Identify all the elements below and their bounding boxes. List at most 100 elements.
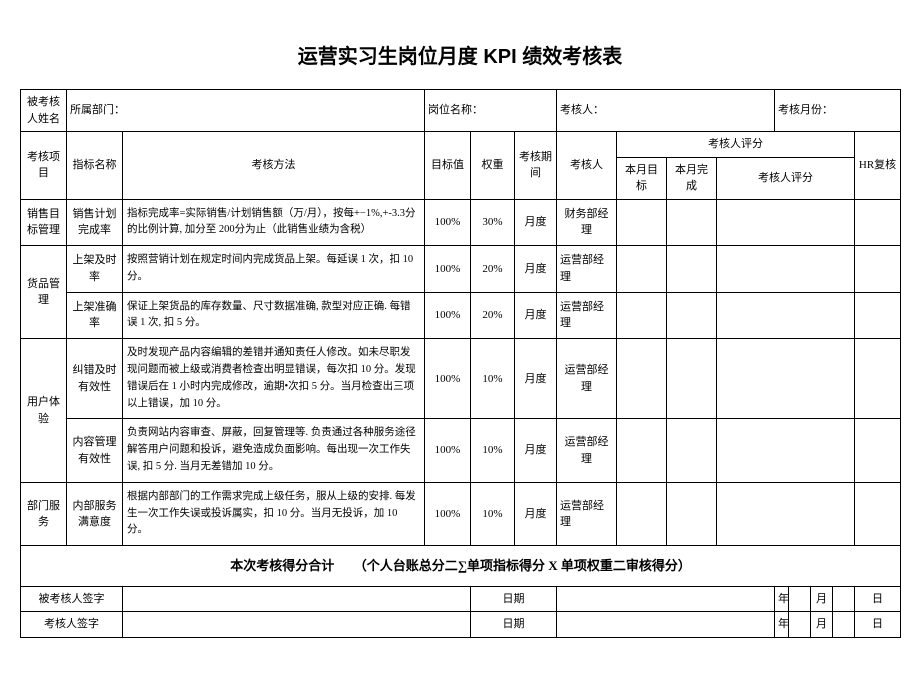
position-label: 岗位名称： — [425, 90, 557, 132]
cell-period: 月度 — [515, 292, 557, 339]
assessee-sign-label: 被考核人签字 — [21, 586, 123, 612]
cell-assessor: 运营部经理 — [557, 292, 617, 339]
year-label: 年 — [775, 612, 789, 638]
cell-weight: 10% — [471, 482, 515, 545]
cell-blank — [855, 339, 901, 419]
cell-blank — [123, 612, 471, 638]
cell-blank — [717, 482, 855, 545]
table-row: 销售目标管理 销售计划完成率 指标完成率=实际销售/计划销售额（万/月），按每+… — [21, 199, 901, 246]
cell-target: 100% — [425, 246, 471, 293]
table-row: 用户体验 纠错及时有效性 及时发现产品内容编辑的差错并通知责任人修改。如未尽职发… — [21, 339, 901, 419]
cell-weight: 10% — [471, 419, 515, 482]
cell-method: 及时发现产品内容编辑的差错并通知责任人修改。如未尽职发现问题而被上级或消费者检查… — [123, 339, 425, 419]
cell-indicator: 内部服务满意度 — [67, 482, 123, 545]
name-label: 被考核人姓名 — [21, 90, 67, 132]
cell-indicator: 内容管理有效性 — [67, 419, 123, 482]
th-period: 考核期间 — [515, 132, 557, 200]
formula-row: 本次考核得分合计 （个人台账总分二∑单项指标得分 X 单项权重二审核得分） — [21, 546, 901, 587]
cell-method: 根据内部部门的工作需求完成上级任务，服从上级的安排. 每发生一次工作失误或投诉属… — [123, 482, 425, 545]
cell-target: 100% — [425, 339, 471, 419]
th-project: 考核项目 — [21, 132, 67, 200]
cell-period: 月度 — [515, 482, 557, 545]
cell-weight: 10% — [471, 339, 515, 419]
day-label: 日 — [855, 586, 901, 612]
cell-method: 指标完成率=实际销售/计划销售额（万/月），按每+−1%,+-3.3分的比例计算… — [123, 199, 425, 246]
cell-blank — [833, 586, 855, 612]
cell-target: 100% — [425, 199, 471, 246]
cell-blank — [855, 199, 901, 246]
page-title: 运营实习生岗位月度 KPI 绩效考核表 — [20, 40, 900, 69]
cell-indicator: 销售计划完成率 — [67, 199, 123, 246]
th-target: 目标值 — [425, 132, 471, 200]
table-row: 上架准确率 保证上架货品的库存数量、尺寸数据准确, 款型对应正确. 每错误 1 … — [21, 292, 901, 339]
cell-method: 按照营销计划在规定时间内完成货品上架。每延误 1 次，扣 10 分。 — [123, 246, 425, 293]
cell-blank — [717, 199, 855, 246]
table-row: 货品管理 上架及时率 按照营销计划在规定时间内完成货品上架。每延误 1 次，扣 … — [21, 246, 901, 293]
page-container: 运营实习生岗位月度 KPI 绩效考核表 被考核人姓名 所属部门： 岗位名称： 考… — [20, 40, 900, 638]
cell-period: 月度 — [515, 246, 557, 293]
cell-blank — [617, 419, 667, 482]
th-month-target: 本月目标 — [617, 157, 667, 199]
cell-blank — [617, 246, 667, 293]
cell-weight: 30% — [471, 199, 515, 246]
cell-indicator: 上架准确率 — [67, 292, 123, 339]
cell-project: 货品管理 — [21, 246, 67, 339]
cell-blank — [667, 199, 717, 246]
cell-period: 月度 — [515, 339, 557, 419]
kpi-table: 被考核人姓名 所属部门： 岗位名称： 考核人： 考核月份： 考核项目 指标名称 … — [20, 89, 901, 638]
th-score-group: 考核人评分 — [617, 132, 855, 158]
cell-assessor: 运营部经理 — [557, 339, 617, 419]
cell-weight: 20% — [471, 292, 515, 339]
cell-assessor: 运营部经理 — [557, 482, 617, 545]
cell-blank — [717, 339, 855, 419]
th-assessor: 考核人 — [557, 132, 617, 200]
th-weight: 权重 — [471, 132, 515, 200]
cell-blank — [855, 246, 901, 293]
cell-blank — [557, 612, 775, 638]
cell-blank — [717, 292, 855, 339]
signature-row: 被考核人签字 日期 年 月 日 — [21, 586, 901, 612]
cell-blank — [617, 199, 667, 246]
cell-period: 月度 — [515, 419, 557, 482]
cell-project: 部门服务 — [21, 482, 67, 545]
cell-blank — [789, 586, 811, 612]
cell-blank — [789, 612, 811, 638]
cell-blank — [717, 419, 855, 482]
cell-indicator: 纠错及时有效性 — [67, 339, 123, 419]
assessor-label: 考核人： — [557, 90, 775, 132]
month-label: 月 — [811, 586, 833, 612]
cell-blank — [617, 482, 667, 545]
cell-method: 负责网站内容审查、屏蔽，回复管理等. 负责通过各种服务途径解答用户问题和投诉，避… — [123, 419, 425, 482]
cell-weight: 20% — [471, 246, 515, 293]
cell-method: 保证上架货品的库存数量、尺寸数据准确, 款型对应正确. 每错误 1 次, 扣 5… — [123, 292, 425, 339]
cell-blank — [855, 419, 901, 482]
cell-target: 100% — [425, 482, 471, 545]
th-method: 考核方法 — [123, 132, 425, 200]
table-row: 内容管理有效性 负责网站内容审查、屏蔽，回复管理等. 负责通过各种服务途径解答用… — [21, 419, 901, 482]
th-indicator: 指标名称 — [67, 132, 123, 200]
cell-blank — [123, 586, 471, 612]
signature-row: 考核人签字 日期 年 月 日 — [21, 612, 901, 638]
cell-project: 用户体验 — [21, 339, 67, 483]
cell-blank — [667, 246, 717, 293]
info-row: 被考核人姓名 所属部门： 岗位名称： 考核人： 考核月份： — [21, 90, 901, 132]
cell-blank — [833, 612, 855, 638]
assessor-sign-label: 考核人签字 — [21, 612, 123, 638]
month-label: 月 — [811, 612, 833, 638]
cell-blank — [617, 339, 667, 419]
cell-target: 100% — [425, 292, 471, 339]
cell-blank — [557, 586, 775, 612]
year-label: 年 — [775, 586, 789, 612]
th-assessor-score: 考核人评分 — [717, 157, 855, 199]
cell-target: 100% — [425, 419, 471, 482]
day-label: 日 — [855, 612, 901, 638]
cell-assessor: 财务部经理 — [557, 199, 617, 246]
cell-indicator: 上架及时率 — [67, 246, 123, 293]
cell-blank — [717, 246, 855, 293]
th-month-done: 本月完成 — [667, 157, 717, 199]
cell-blank — [855, 292, 901, 339]
cell-project: 销售目标管理 — [21, 199, 67, 246]
cell-assessor: 运营部经理 — [557, 419, 617, 482]
dept-label: 所属部门： — [67, 90, 425, 132]
cell-blank — [617, 292, 667, 339]
